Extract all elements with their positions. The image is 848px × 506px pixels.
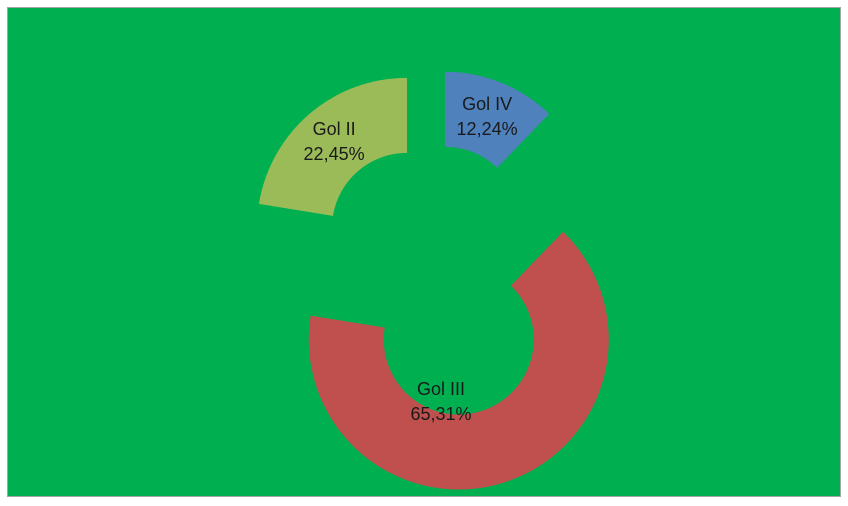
donut-slice [444,71,550,168]
slice-value-label: 12,24% [457,119,518,139]
slice-value-label: 22,45% [304,144,365,164]
slice-category-label: Gol II [313,119,356,139]
donut-slice [308,231,609,490]
slice-category-label: Gol III [417,379,465,399]
slice-category-label: Gol IV [462,94,512,114]
donut-slice [258,77,408,216]
slice-value-label: 65,31% [410,404,471,424]
